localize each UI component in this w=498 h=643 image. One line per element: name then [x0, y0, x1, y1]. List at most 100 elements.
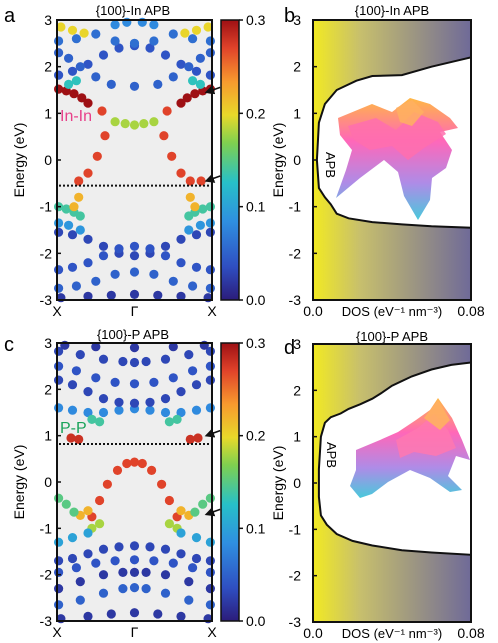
- panel-b-inset-surface: [336, 98, 458, 220]
- panel-c-colorbar: [220, 342, 240, 622]
- panel-label-d: d: [284, 337, 295, 359]
- panel-a-band-point-5-1: [71, 34, 81, 44]
- panel-c-band-point-1-8: [157, 479, 167, 489]
- panel-d-surface-peak: [424, 400, 450, 430]
- panel-a-arrow-1: [204, 173, 221, 183]
- panel-c-band-point-0-0: [66, 433, 76, 443]
- panel-a-band-point-14-2: [106, 290, 116, 300]
- panel-a-band-point-0-4: [83, 98, 93, 108]
- panel-d-y-tick-0: -3: [289, 614, 302, 630]
- panel-d-inset-surface: [350, 398, 470, 498]
- panel-c-band-point-7-4: [129, 555, 140, 565]
- panel-d-y-tick-4: 1: [293, 429, 301, 445]
- panel-c-band-point-7-2: [91, 558, 101, 568]
- panel-a-band-point-12-4: [114, 244, 124, 254]
- panel-c-band-point-7-0: [54, 567, 64, 578]
- panel-a-band-point-13-8: [205, 283, 215, 293]
- panel-a-band-point-13-7: [188, 281, 198, 291]
- panel-c-band-point-7-5: [149, 556, 159, 566]
- panel-a-band-point-0-0: [54, 84, 64, 94]
- panel-a-y-tick-3: 0: [44, 152, 52, 168]
- panel-a-band-point-0-5: [176, 98, 186, 108]
- panel-a-y-tick-4: 1: [44, 105, 52, 121]
- panel-a-band-point-6-0: [56, 22, 66, 32]
- panel-c-band-point-9-4: [129, 583, 140, 593]
- panel-c-band-point-6-7: [160, 544, 171, 554]
- panel-c-band-point-8-4: [129, 567, 140, 578]
- panel-c-band-point-11-10: [205, 403, 215, 413]
- panel-a-band-point-4-10: [205, 48, 215, 58]
- panel-c-band-structure: c {100}-P APB P-P -3 -2 -1 0 1 2 3 X Γ X Energy …: [4, 327, 266, 640]
- panel-c-band-point-5-0: [54, 537, 64, 547]
- panel-c-band-point-11-7: [160, 407, 171, 418]
- panel-a-band-point-10-1: [69, 202, 79, 212]
- panel-c-y-tick-1: -2: [40, 567, 53, 583]
- panel-c-band-point-8-6: [160, 570, 171, 580]
- panel-a-band-point-5-8: [205, 36, 215, 46]
- panel-d-y-tick-2: -1: [289, 521, 302, 537]
- panel-a-band-point-1-2: [129, 120, 140, 130]
- panel-c-band-point-9-6: [160, 588, 171, 598]
- panel-c-band-point-1-6: [137, 458, 147, 469]
- panel-a-band-point-3-2: [83, 59, 93, 69]
- panel-c-p-p-label: P-P: [60, 420, 87, 437]
- panel-b-x-label: DOS (eV⁻¹ nm⁻³): [342, 304, 442, 319]
- panel-a-band-point-12-6: [145, 244, 155, 254]
- panel-b-y-label: Energy (eV): [270, 123, 286, 198]
- panel-a-band-point-12-8: [176, 258, 186, 268]
- panel-c-band-point-8-3: [118, 567, 128, 578]
- panel-c-band-point-14-1: [71, 366, 81, 376]
- panel-a-band-point-12-0: [54, 265, 64, 275]
- panel-a-x-tick-0: X: [52, 303, 62, 319]
- panel-d-dos: d {100}-P APB APB -3 -2 -1 0 1 2 3 Energy (eV)…: [270, 329, 485, 641]
- panel-c-band-point-15-2: [98, 354, 109, 364]
- panel-c-band-point-13-6: [145, 397, 155, 407]
- panel-a-band-point-2-7: [167, 151, 177, 161]
- panel-a-band-point-3-0: [54, 70, 64, 80]
- panel-a-band-point-13-4: [129, 267, 140, 277]
- panel-c-band-point-13-3: [98, 394, 109, 404]
- panel-c-band-point-11-1: [67, 405, 78, 415]
- panel-a-band-point-7-2: [188, 76, 198, 86]
- panel-b-y-ticks: -3 -2 -1 0 1 2 3: [289, 12, 317, 308]
- panel-a-colorbar-tick-2: 0.1: [246, 199, 266, 215]
- panel-c-band-point-14-4: [129, 379, 140, 389]
- panel-c-band-point-15-4: [129, 357, 140, 368]
- panel-c-band-point-9-0: [54, 600, 64, 610]
- panel-a-band-point-10-2: [185, 192, 195, 202]
- panel-a-band-point-13-3: [110, 269, 120, 279]
- panel-b-surface-ridge: [348, 112, 446, 160]
- panel-a-band-point-0-7: [190, 89, 200, 99]
- panel-a-colorbar-tick-0: 0.3: [246, 12, 266, 28]
- panel-a-band-point-4-4: [106, 79, 116, 89]
- panel-a-band-point-2-10: [196, 176, 206, 186]
- panel-d-y-tick-1: -2: [289, 568, 302, 584]
- panel-c-y-tick-3: 0: [44, 474, 52, 490]
- panel-a-title: {100}-In APB: [96, 3, 170, 18]
- panel-a-band-point-3-4: [114, 43, 124, 53]
- panel-a-arrows: [204, 85, 221, 183]
- panel-a-y-tick-2: -1: [40, 199, 53, 215]
- panel-a-band-point-3-6: [145, 43, 155, 53]
- panel-c-band-point-8-8: [205, 584, 215, 594]
- panel-c-band-point-4-1: [95, 519, 105, 529]
- panel-c-band-point-14-6: [168, 373, 178, 383]
- panel-a-band-point-9-6: [198, 204, 208, 214]
- panel-a-band-point-0-6: [182, 93, 192, 103]
- panel-c-band-point-6-4: [114, 542, 124, 552]
- panel-c-band-point-14-3: [110, 377, 120, 387]
- panel-a-band-point-4-3: [91, 72, 101, 82]
- panel-c-arrow-1: [204, 507, 221, 517]
- panel-c-band-point-5-5: [205, 537, 215, 547]
- panel-c-band-point-12-3: [172, 414, 182, 424]
- panel-a-colorbar: [220, 19, 240, 301]
- panel-c-band-point-13-5: [129, 398, 140, 408]
- panel-c-band-point-7-7: [188, 563, 198, 573]
- panel-c-band-point-9-7: [184, 595, 194, 605]
- panel-a-colorbar-ticks: 0.3 0.2 0.1 0.0: [239, 12, 266, 308]
- panel-a-band-point-3-7: [160, 50, 171, 60]
- panel-c-band-point-10-5: [176, 611, 186, 622]
- panel-c-band-point-7-1: [71, 563, 81, 573]
- panel-a-band-point-9-3: [75, 211, 85, 221]
- panel-c-band-point-6-1: [67, 553, 78, 564]
